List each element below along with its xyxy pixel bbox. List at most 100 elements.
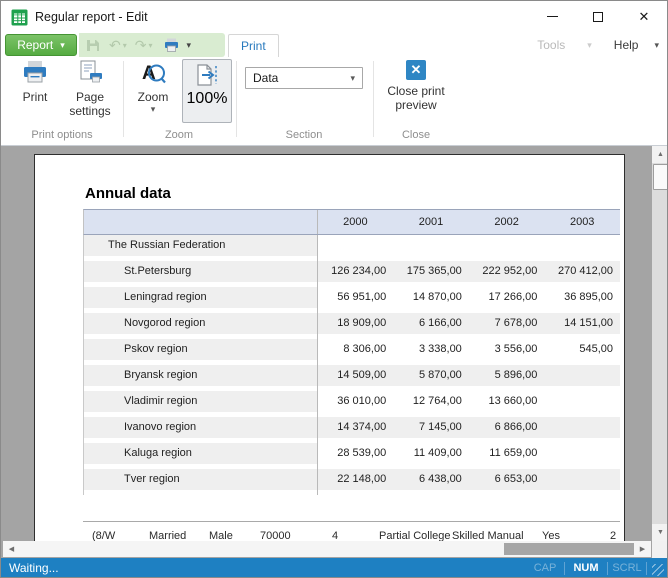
undo-dropdown-icon[interactable]: ▾	[123, 41, 127, 50]
table-row: St.Petersburg126 234,00175 365,00222 952…	[83, 261, 620, 287]
row-label: Leningrad region	[84, 287, 318, 313]
report-menu-button[interactable]: Report ▾	[5, 34, 77, 56]
table-row: The Russian Federation	[83, 235, 620, 261]
column-header-blank	[84, 210, 318, 234]
minimize-button[interactable]	[529, 1, 575, 32]
cell-value: 12 764,00	[393, 391, 469, 417]
print-button[interactable]: Print	[11, 60, 59, 104]
print-dropdown-icon[interactable]: ▾	[187, 41, 192, 50]
menu-help-label: Help	[614, 38, 639, 52]
undo-icon[interactable]: ↶	[109, 38, 121, 52]
zoom-100-icon	[194, 63, 220, 88]
quick-print-icon[interactable]	[163, 37, 180, 53]
cell-value: 28 539,00	[318, 443, 394, 469]
redo-dropdown-icon[interactable]: ▾	[148, 41, 152, 50]
cell-value: 36 010,00	[318, 391, 394, 417]
title-bar: Regular report - Edit ✕	[1, 1, 667, 33]
close-button[interactable]: ✕	[621, 1, 667, 32]
cell-value	[544, 443, 620, 469]
group-label-print-options: Print options	[7, 129, 117, 141]
cell-value: 5 896,00	[469, 365, 545, 391]
clipped-cell-value: Yes	[542, 530, 560, 541]
clipped-cell-value: 2	[610, 530, 616, 541]
cell-value: 8 306,00	[318, 339, 394, 365]
scroll-left-icon[interactable]: ◀	[3, 541, 20, 557]
status-indicator-num: NUM	[565, 558, 607, 578]
vertical-scrollbar-thumb[interactable]	[653, 164, 668, 190]
row-label: Bryansk region	[84, 365, 318, 391]
row-label: Ivanovo region	[84, 417, 318, 443]
scrollbar-corner	[652, 541, 668, 558]
cell-value	[544, 417, 620, 443]
zoom-100-button[interactable]: 100%	[182, 59, 232, 123]
cell-value: 7 678,00	[469, 313, 545, 339]
cell-value: 17 266,00	[469, 287, 545, 313]
cell-value: 14 374,00	[318, 417, 394, 443]
save-icon[interactable]	[85, 37, 101, 53]
clipped-cell-value: (8/W	[92, 530, 115, 541]
quick-access-toolbar: ↶ ▾ ↷ ▾ ▾	[79, 33, 225, 57]
column-header: 2001	[393, 210, 469, 234]
horizontal-scrollbar-thumb[interactable]	[504, 543, 636, 555]
group-separator	[373, 61, 374, 137]
chevron-down-icon: ▾	[151, 105, 156, 114]
column-header: 2000	[318, 210, 394, 234]
table-header-row: 2000200120022003	[83, 209, 620, 235]
status-bar: Waiting... CAPNUMSCRL	[1, 558, 667, 578]
row-label: Vladimir region	[84, 391, 318, 417]
zoom-button-label: Zoom	[138, 90, 169, 104]
row-label: The Russian Federation	[84, 235, 318, 261]
tab-print[interactable]: Print	[228, 34, 279, 57]
cell-value: 545,00	[544, 339, 620, 365]
cell-value	[318, 235, 394, 261]
redo-icon[interactable]: ↷	[135, 38, 147, 52]
cell-value: 56 951,00	[318, 287, 394, 313]
table-row: Kaluga region28 539,0011 409,0011 659,00	[83, 443, 620, 469]
cell-value: 14 509,00	[318, 365, 394, 391]
row-label: St.Petersburg	[84, 261, 318, 287]
zoom-button[interactable]: A Zoom ▾	[129, 60, 177, 114]
cell-value: 13 660,00	[469, 391, 545, 417]
menu-tools-label: Tools	[537, 38, 565, 52]
page-settings-button[interactable]: Page settings	[61, 60, 119, 118]
menu-tools[interactable]: Tools ▾	[537, 38, 592, 52]
scroll-right-icon[interactable]: ▶	[634, 541, 651, 557]
group-label-zoom: Zoom	[127, 129, 231, 141]
clipped-cell-value: Partial College	[379, 530, 451, 541]
resize-grip-icon[interactable]	[652, 564, 664, 576]
menu-help[interactable]: Help ▾	[614, 38, 659, 52]
group-label-close: Close	[379, 129, 453, 141]
scroll-down-icon[interactable]: ▼	[652, 524, 668, 541]
scroll-up-icon[interactable]: ▲	[652, 146, 668, 163]
row-label: Novgorod region	[84, 313, 318, 339]
row-label: Pskov region	[84, 339, 318, 365]
status-indicators: CAPNUMSCRL	[526, 558, 647, 578]
chevron-down-icon: ▾	[350, 74, 355, 83]
printer-icon	[21, 60, 49, 86]
cell-value	[544, 365, 620, 391]
cell-value: 36 895,00	[544, 287, 620, 313]
vertical-scrollbar[interactable]: ▲ ▼	[652, 146, 668, 541]
cell-value: 5 870,00	[393, 365, 469, 391]
ribbon-toolbar: Print Page settings A	[1, 57, 667, 146]
section-dropdown[interactable]: Data ▾	[245, 67, 363, 89]
cell-value: 22 148,00	[318, 469, 394, 495]
status-message: Waiting...	[9, 558, 59, 578]
report-page: Annual data 2000200120022003 The Russian…	[34, 154, 625, 541]
table-body: The Russian FederationSt.Petersburg126 2…	[83, 235, 620, 495]
cell-value	[544, 469, 620, 495]
cell-value: 126 234,00	[318, 261, 394, 287]
clipped-cell-value: 70000	[260, 530, 291, 541]
cell-value: 3 338,00	[393, 339, 469, 365]
print-button-label: Print	[23, 90, 48, 104]
column-header: 2002	[469, 210, 545, 234]
cell-value	[544, 235, 620, 261]
close-print-preview-button[interactable]: ✕ Close print preview	[379, 60, 453, 112]
maximize-button[interactable]	[575, 1, 621, 32]
clipped-table-row: (8/WMarriedMale700004Partial CollegeSkil…	[35, 530, 625, 541]
horizontal-scrollbar[interactable]: ◀ ▶	[3, 541, 651, 557]
cell-value: 7 145,00	[393, 417, 469, 443]
page-settings-icon	[76, 60, 104, 86]
clipped-cell-value: Male	[209, 530, 233, 541]
table-row: Bryansk region14 509,005 870,005 896,00	[83, 365, 620, 391]
